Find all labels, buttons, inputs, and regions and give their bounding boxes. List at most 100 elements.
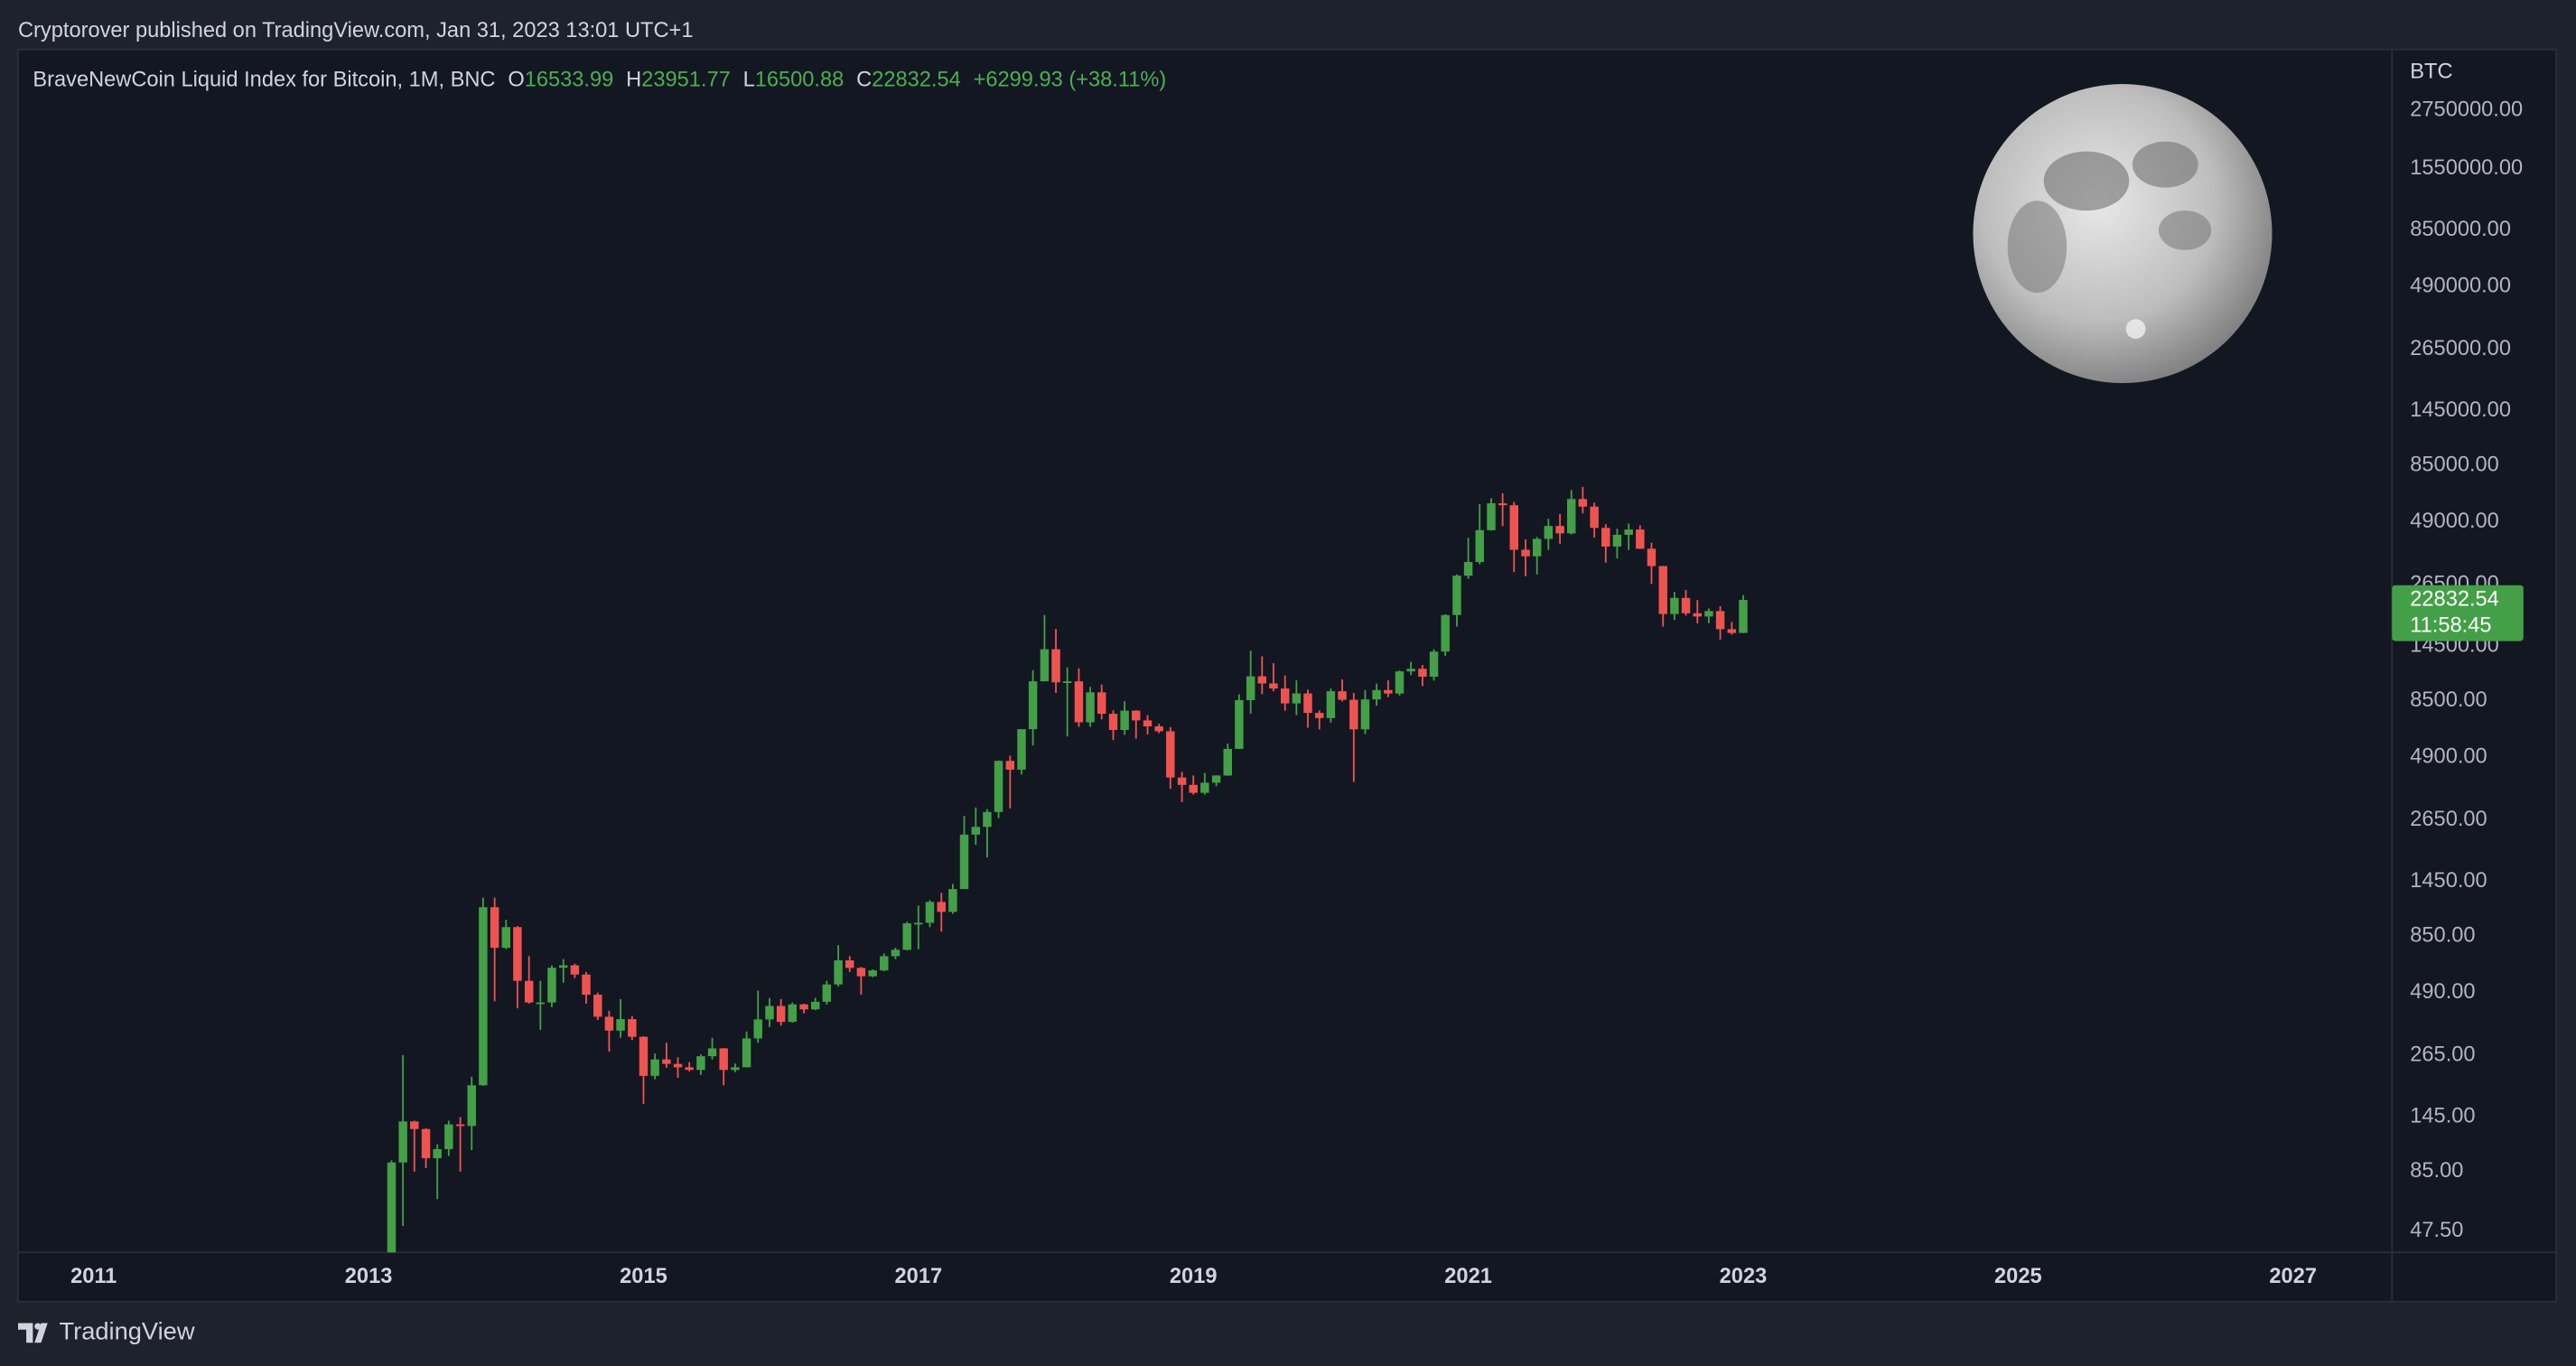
candle-body [1154, 726, 1163, 732]
candle-body [513, 927, 522, 981]
y-tick-label: 490000.00 [2410, 274, 2511, 297]
x-tick-label: 2015 [620, 1265, 667, 1288]
candle-body [891, 950, 901, 957]
candle-body [1166, 731, 1175, 778]
candle-body [856, 968, 866, 977]
candle-body [1406, 669, 1415, 672]
candle-body [1108, 714, 1118, 730]
candle-body [845, 959, 854, 968]
ohlc-prefix: C [856, 69, 872, 92]
y-tick-label: 47.50 [2410, 1219, 2463, 1242]
candle-body [1372, 689, 1381, 700]
candle-body [1051, 649, 1060, 683]
y-tick-label: 8500.00 [2410, 688, 2487, 712]
x-tick-label: 2027 [2269, 1265, 2317, 1288]
y-tick-label: 2750000.00 [2410, 98, 2523, 121]
candle-body [1280, 688, 1290, 704]
candle-body [959, 834, 969, 890]
footer: TradingView [18, 1317, 195, 1345]
last-price-label: 22832.54 [2410, 587, 2499, 611]
candle-body [1246, 676, 1255, 700]
y-tick-label: 4900.00 [2410, 744, 2487, 768]
candle-body [776, 1006, 786, 1023]
candle-body [1269, 683, 1278, 689]
candle-body [1532, 538, 1542, 557]
candle-body [1349, 699, 1358, 730]
y-axis-unit: BTC [2410, 61, 2452, 84]
candle-body [1235, 699, 1244, 749]
candle-body [1578, 499, 1588, 507]
candle-body [880, 956, 889, 971]
candle-body [1566, 499, 1576, 534]
moon [1973, 84, 2273, 384]
candle-body [799, 1004, 808, 1010]
candle-body [937, 902, 946, 912]
candle-body [1487, 503, 1496, 530]
moon-mare [2132, 141, 2198, 188]
candle-body [1211, 775, 1221, 783]
brand-name: TradingView [59, 1317, 194, 1345]
candle-body [455, 1124, 465, 1127]
published-note: Cryptorover published on TradingView.com… [18, 19, 693, 42]
candle-body [1681, 597, 1691, 613]
candle-body [650, 1059, 659, 1076]
candle-body [1544, 526, 1554, 539]
candle-body [1074, 681, 1084, 723]
candle-body [1189, 784, 1198, 793]
candle-body [810, 1001, 820, 1010]
candle-body [1739, 600, 1748, 633]
x-tick-label: 2019 [1170, 1265, 1218, 1288]
candle-body [559, 965, 568, 968]
candle-body [1704, 611, 1713, 617]
y-tick-label: 850.00 [2410, 924, 2475, 948]
candle-body [1132, 710, 1141, 721]
candle-body [1418, 669, 1427, 678]
candle-body [834, 959, 843, 985]
candle-body [582, 974, 591, 996]
candle-body [490, 907, 499, 949]
candle-body [1292, 693, 1302, 704]
candle-body [1005, 761, 1015, 770]
x-tick-label: 2021 [1444, 1265, 1492, 1288]
candle-body [925, 902, 935, 923]
candle-body [1315, 713, 1324, 718]
candle-body [1715, 611, 1725, 630]
candle-body [467, 1085, 476, 1127]
candle-body [1590, 506, 1599, 529]
candle-body [788, 1004, 798, 1023]
y-tick-label: 850000.00 [2410, 218, 2511, 241]
candle-body [604, 1016, 614, 1031]
legend: BraveNewCoin Liquid Index for Bitcoin, 1… [33, 69, 1166, 92]
moon-mare [2159, 211, 2212, 250]
candle-body [1693, 613, 1703, 617]
candle-body [1647, 548, 1657, 566]
moon-mare [2007, 201, 2067, 294]
candle-body [731, 1067, 740, 1071]
candle-body [479, 907, 488, 1086]
candle-body [501, 927, 511, 949]
high-value: 23951.77 [641, 69, 731, 92]
candle-body [547, 968, 556, 1003]
candle-body [1636, 529, 1645, 549]
candle-body [1200, 782, 1209, 793]
open-value: 16533.99 [525, 69, 614, 92]
candle-body [753, 1019, 762, 1039]
candle-body [1463, 562, 1473, 576]
x-tick-label: 2017 [895, 1265, 943, 1288]
candle-body [1303, 693, 1312, 714]
candle-body [1658, 566, 1667, 614]
symbol-title: BraveNewCoin Liquid Index for Bitcoin, 1… [33, 69, 495, 92]
change-value: +6299.93 (+38.11%) [974, 69, 1167, 92]
candle-body [1475, 529, 1484, 563]
candle-body [948, 889, 957, 912]
candle-body [524, 980, 534, 1003]
candle-body [719, 1048, 728, 1071]
candle-body [1441, 614, 1450, 652]
candle-body [914, 922, 923, 925]
candle-body [1040, 649, 1050, 682]
moon-crater [2125, 319, 2146, 339]
y-tick-label: 85000.00 [2410, 454, 2499, 477]
candle-body [536, 1002, 546, 1005]
candle-body [1360, 699, 1370, 730]
